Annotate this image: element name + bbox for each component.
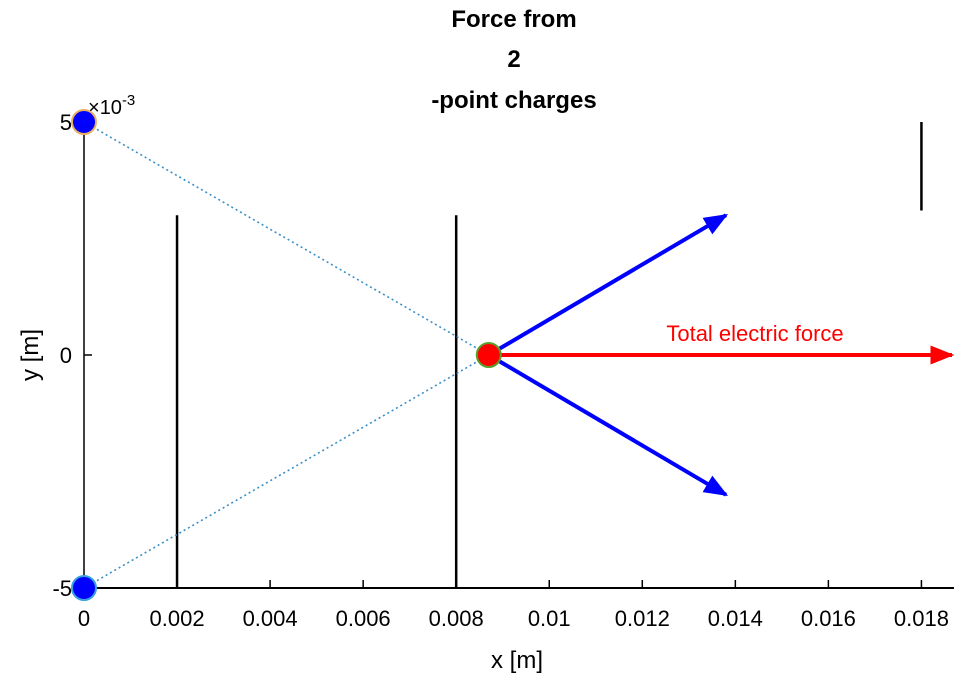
x-tick-label: 0.014 [708,606,763,631]
y-tick-label: 5 [60,110,72,135]
chart-title-line-2: 2 [507,46,520,73]
x-tick-label: 0.012 [615,606,670,631]
x-tick-label: 0.008 [429,606,484,631]
x-tick-label: 0.004 [243,606,298,631]
x-tick-label: 0.018 [894,606,949,631]
x-axis-label: x [m] [491,647,543,674]
source-charge [71,575,97,601]
field-line [83,121,490,356]
force-vector [487,213,729,357]
x-tick-label: 0.01 [528,606,571,631]
x-tick-label: 0.016 [801,606,856,631]
source-charge [71,109,97,135]
total-force-label: Total electric force [666,321,843,346]
test-charge [475,342,502,368]
force-vector [487,353,729,497]
x-tick-label: 0.006 [336,606,391,631]
y-tick-label: 0 [60,343,72,368]
x-tick-label: 0.002 [150,606,205,631]
y-multiplier: ×10-3 [88,92,135,119]
x-tick-label: 0 [78,606,90,631]
y-axis-label: y [m] [17,329,44,381]
y-tick-label: -5 [52,576,72,601]
field-line [83,354,490,589]
chart-title-line-1: Force from [451,6,576,33]
chart-title-line-3: -point charges [431,87,596,114]
